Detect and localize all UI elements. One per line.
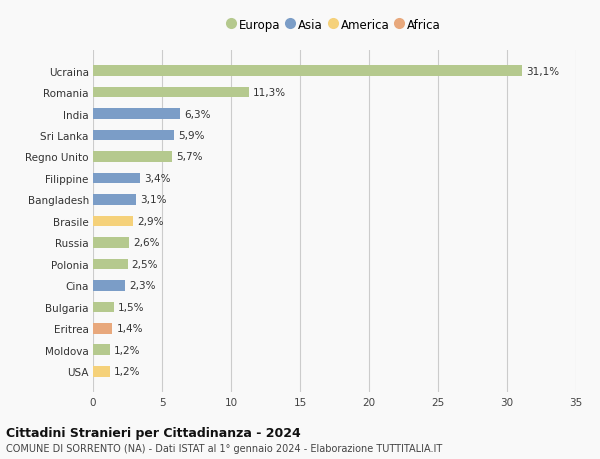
Bar — [93, 88, 249, 98]
Bar — [93, 323, 112, 334]
Text: 5,7%: 5,7% — [176, 152, 202, 162]
Bar — [93, 216, 133, 227]
Bar — [93, 130, 175, 141]
Text: 2,5%: 2,5% — [131, 259, 158, 269]
Text: 1,5%: 1,5% — [118, 302, 145, 312]
Text: 3,4%: 3,4% — [144, 174, 170, 184]
Text: 1,2%: 1,2% — [114, 367, 140, 376]
Text: 5,9%: 5,9% — [179, 131, 205, 141]
Text: 31,1%: 31,1% — [526, 67, 559, 76]
Bar — [93, 345, 110, 355]
Text: COMUNE DI SORRENTO (NA) - Dati ISTAT al 1° gennaio 2024 - Elaborazione TUTTITALI: COMUNE DI SORRENTO (NA) - Dati ISTAT al … — [6, 443, 442, 453]
Bar — [93, 109, 180, 120]
Text: 2,6%: 2,6% — [133, 238, 160, 248]
Bar — [93, 238, 129, 248]
Text: 3,1%: 3,1% — [140, 195, 166, 205]
Text: 2,3%: 2,3% — [129, 281, 155, 291]
Bar — [93, 366, 110, 377]
Bar — [93, 259, 128, 270]
Bar — [93, 152, 172, 162]
Bar — [93, 195, 136, 205]
Bar — [93, 302, 114, 313]
Bar — [93, 173, 140, 184]
Bar — [93, 66, 522, 77]
Text: 1,2%: 1,2% — [114, 345, 140, 355]
Text: 6,3%: 6,3% — [184, 109, 211, 119]
Legend: Europa, Asia, America, Africa: Europa, Asia, America, Africa — [225, 15, 444, 35]
Text: 2,9%: 2,9% — [137, 217, 164, 226]
Text: 1,4%: 1,4% — [116, 324, 143, 334]
Text: Cittadini Stranieri per Cittadinanza - 2024: Cittadini Stranieri per Cittadinanza - 2… — [6, 426, 301, 439]
Text: 11,3%: 11,3% — [253, 88, 286, 98]
Bar — [93, 280, 125, 291]
